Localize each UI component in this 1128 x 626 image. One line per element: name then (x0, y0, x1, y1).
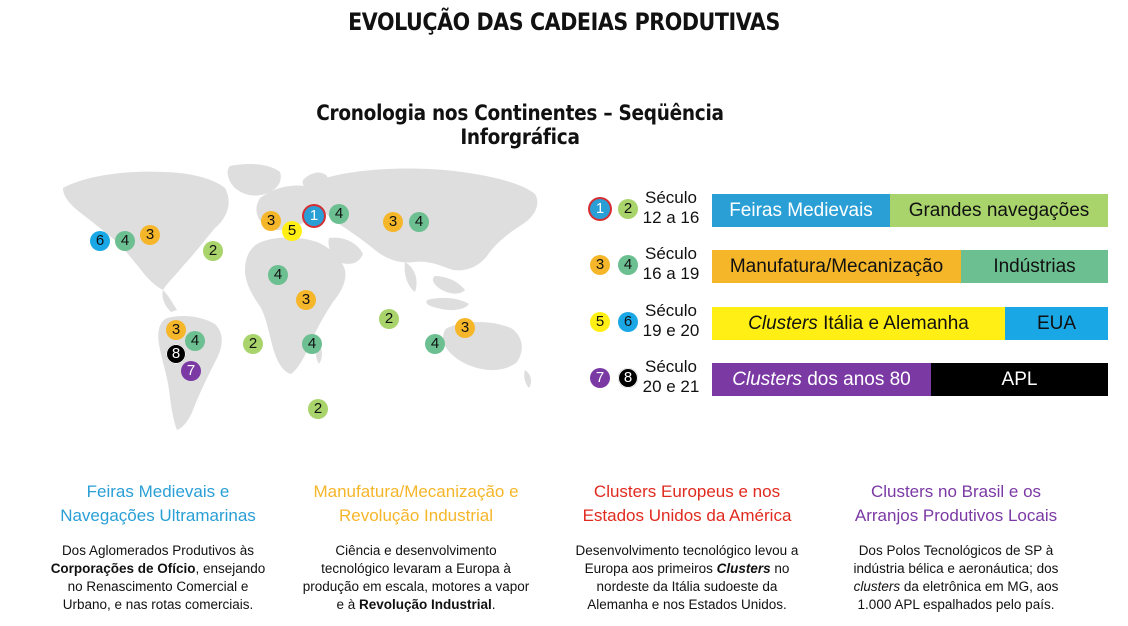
bar-eua: EUA (1005, 307, 1108, 340)
map-marker-2: 2 (379, 309, 399, 329)
map-marker-4: 4 (302, 334, 322, 354)
column-text: Ciência e desenvolvimento tecnológico le… (302, 543, 530, 612)
map-marker-8: 8 (166, 344, 186, 364)
legend-marker-6: 6 (618, 312, 638, 332)
bar-manufatura: Manufatura/Mecanização (712, 250, 961, 283)
page-title: EVOLUÇÃO DAS CADEIAS PRODUTIVAS (348, 8, 780, 36)
column-heading: Manufatura/Mecanização e Revolução Indust… (313, 482, 519, 525)
column-text: Dos Aglomerados Produtivos às Corporações… (50, 543, 266, 612)
map-marker-4: 4 (329, 204, 349, 224)
legend-row-12-16: 1 2 Século 12 a 16 Feiras Medievais Grand… (585, 188, 1125, 230)
map-marker-3: 3 (296, 290, 316, 310)
legend-marker-5: 5 (590, 312, 610, 332)
legend-row-20-21: 7 8 Século 20 e 21 Clusters dos anos 80 A… (585, 357, 1125, 399)
map-marker-3: 3 (383, 212, 403, 232)
legend-marker-4: 4 (618, 255, 638, 275)
map-marker-4: 4 (425, 334, 445, 354)
legend-row-16-19: 3 4 Século 16 a 19 Manufatura/Mecanização… (585, 244, 1125, 286)
bar-grandes-navegacoes: Grandes navegações (890, 194, 1108, 227)
column-heading: Feiras Medievais e Navegações Ultramarina… (60, 482, 256, 525)
century-label: Século 20 e 21 (642, 357, 700, 396)
bar-industrias: Indústrias (961, 250, 1108, 283)
world-map: 6 4 3 2 3 5 1 4 3 4 4 3 2 3 3 4 8 7 2 4 … (55, 158, 545, 438)
century-label: Século 19 e 20 (642, 301, 700, 340)
map-marker-3: 3 (140, 225, 160, 245)
map-marker-5: 5 (282, 221, 302, 241)
map-marker-7: 7 (181, 361, 201, 381)
column-clusters-brasil: Clusters no Brasil e os Arranjos Produtiv… (841, 480, 1071, 614)
column-text: Desenvolvimento tecnológico levou a Euro… (575, 543, 799, 612)
legend-marker-1: 1 (590, 199, 610, 219)
map-marker-3: 3 (261, 211, 281, 231)
map-marker-2: 2 (308, 399, 328, 419)
map-marker-4: 4 (268, 265, 288, 285)
map-marker-4: 4 (115, 231, 135, 251)
legend-marker-7: 7 (590, 368, 610, 388)
column-feiras: Feiras Medievais e Navegações Ultramarina… (43, 480, 273, 614)
page-subtitle: Cronologia nos Continentes – Seqüência I… (316, 101, 724, 149)
column-text: Dos Polos Tecnológicos de SP à indústria… (853, 543, 1059, 612)
map-marker-1: 1 (304, 206, 324, 226)
map-marker-4: 4 (185, 331, 205, 351)
map-marker-6: 6 (90, 231, 110, 251)
column-clusters-europeus: Clusters Europeus e nos Estados Unidos da… (572, 480, 802, 614)
legend-marker-3: 3 (590, 255, 610, 275)
column-heading: Clusters Europeus e nos Estados Unidos da… (582, 482, 792, 525)
map-marker-3: 3 (455, 318, 475, 338)
column-manufatura: Manufatura/Mecanização e Revolução Indust… (301, 480, 531, 614)
century-label: Século 16 a 19 (642, 244, 700, 283)
century-label: Século 12 a 16 (642, 188, 700, 227)
bar-clusters-italia: Clusters Itália e Alemanha (712, 307, 1005, 340)
bar-clusters-anos-80: Clusters dos anos 80 (712, 363, 931, 396)
legend-row-19-20: 5 6 Século 19 e 20 Clusters Itália e Alem… (585, 301, 1125, 343)
bar-apl: APL (931, 363, 1108, 396)
map-marker-2: 2 (243, 334, 263, 354)
map-marker-3: 3 (166, 320, 186, 340)
map-marker-2: 2 (203, 241, 223, 261)
map-marker-4: 4 (409, 212, 429, 232)
legend-marker-8: 8 (618, 368, 638, 388)
column-heading: Clusters no Brasil e os Arranjos Produtiv… (854, 482, 1058, 525)
bar-feiras-medievais: Feiras Medievais (712, 194, 890, 227)
legend-marker-2: 2 (618, 199, 638, 219)
